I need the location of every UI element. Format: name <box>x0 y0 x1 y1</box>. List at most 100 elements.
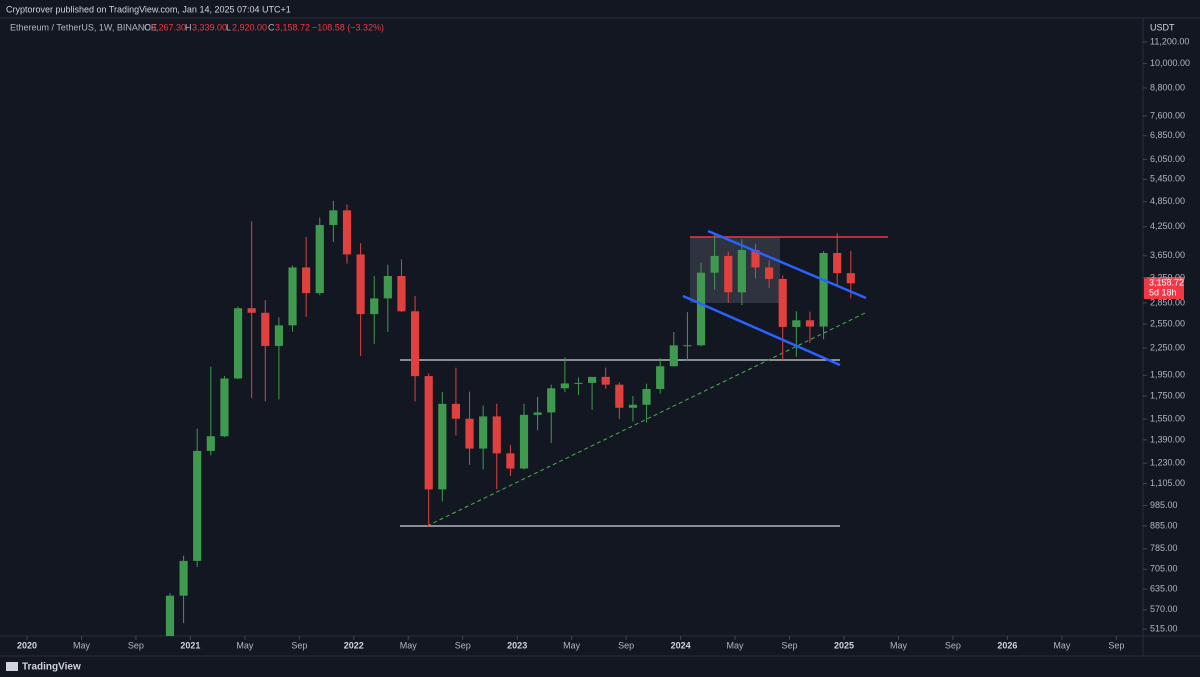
x-tick-label: 2023 <box>507 640 527 650</box>
candle-body <box>737 250 746 293</box>
candle-body <box>778 278 787 327</box>
candle-body <box>329 210 338 226</box>
y-tick-label: 3,250.00 <box>1150 272 1185 282</box>
y-tick-label: 1,950.00 <box>1150 370 1185 380</box>
y-tick-label: 570.00 <box>1150 604 1178 614</box>
published-line: Cryptorover published on TradingView.com… <box>6 4 291 14</box>
x-tick-label: Sep <box>618 640 634 650</box>
y-tick-label: 785.00 <box>1150 543 1178 553</box>
high-label: H <box>185 22 192 32</box>
candle-body <box>356 254 365 315</box>
candle-body <box>288 267 297 326</box>
candle-body <box>193 450 202 561</box>
candle-body <box>274 325 283 346</box>
candle-body <box>846 273 855 284</box>
x-tick-label: Sep <box>128 640 144 650</box>
candle-body <box>819 252 828 327</box>
candle-body <box>615 384 624 408</box>
y-tick-label: 1,750.00 <box>1150 390 1185 400</box>
countdown: 5d 18h <box>1149 287 1177 297</box>
candle-body <box>410 311 420 377</box>
x-tick-label: May <box>727 640 745 650</box>
candle-body <box>601 376 610 385</box>
candle-body <box>206 436 215 451</box>
y-tick-label: 4,250.00 <box>1150 221 1185 231</box>
candle-body <box>628 404 638 408</box>
candle-body <box>220 378 229 437</box>
candle-body <box>683 345 692 347</box>
x-tick-label: 2020 <box>17 640 37 650</box>
x-tick-label: May <box>563 640 581 650</box>
candle-body <box>261 312 270 346</box>
candle-body <box>805 320 815 327</box>
x-tick-label: May <box>73 640 91 650</box>
y-tick-label: 6,850.00 <box>1150 130 1185 140</box>
x-tick-label: 2021 <box>180 640 200 650</box>
last-price: 3,158.72 <box>1149 277 1184 287</box>
high-value: 3,339.00 <box>192 22 227 32</box>
candle-body <box>710 255 719 273</box>
x-tick-label: May <box>400 640 418 650</box>
y-tick-label: 3,650.00 <box>1150 250 1185 260</box>
candle-body <box>833 252 842 274</box>
x-tick-label: 2025 <box>834 640 854 650</box>
candles <box>165 200 855 636</box>
change-value: −108.58 (−3.32%) <box>312 22 384 32</box>
candle-body <box>479 416 488 449</box>
candle-body <box>696 272 706 346</box>
candle-body <box>642 389 651 405</box>
candle-body <box>492 416 501 454</box>
x-tick-label: May <box>1053 640 1071 650</box>
close-label: C <box>268 22 275 32</box>
y-tick-label: 705.00 <box>1150 564 1178 574</box>
candle-body <box>438 403 447 490</box>
x-tick-label: May <box>236 640 254 650</box>
y-tick-label: 515.00 <box>1150 624 1178 634</box>
y-tick-label: 635.00 <box>1150 584 1178 594</box>
candle-body <box>656 366 665 390</box>
candle-body <box>315 225 324 294</box>
y-tick-label: 11,200.00 <box>1150 36 1189 46</box>
x-tick-label: May <box>890 640 908 650</box>
candle-body <box>669 345 678 367</box>
y-tick-label: 1,550.00 <box>1150 413 1185 423</box>
candle-body <box>560 383 569 389</box>
low-label: L <box>226 22 231 32</box>
candle-body <box>547 388 556 413</box>
x-tick-label: Sep <box>1108 640 1124 650</box>
candle-body <box>533 412 542 415</box>
candle-body <box>397 275 406 312</box>
y-tick-label: 7,600.00 <box>1150 110 1185 120</box>
candle-body <box>342 210 352 255</box>
channel-upper <box>707 229 867 300</box>
x-tick-label: Sep <box>945 640 961 650</box>
candle-body <box>302 267 311 294</box>
low-value: 2,920.00 <box>232 22 267 32</box>
candle-body <box>506 453 515 469</box>
y-tick-label: 8,800.00 <box>1150 82 1185 92</box>
x-tick-label: 2022 <box>344 640 364 650</box>
y-tick-label: 6,050.00 <box>1150 154 1185 164</box>
candle-body <box>765 267 774 279</box>
candle-body <box>165 595 175 636</box>
y-tick-label: 2,250.00 <box>1150 342 1185 352</box>
y-tick-label: 985.00 <box>1150 500 1178 510</box>
open-value: 3,267.30 <box>151 22 186 32</box>
x-tick-label: Sep <box>782 640 798 650</box>
channel-lower <box>682 294 841 367</box>
candle-body <box>574 382 583 384</box>
y-tick-label: 4,850.00 <box>1150 196 1185 206</box>
candle-body <box>451 403 461 419</box>
y-tick-label: 885.00 <box>1150 520 1178 530</box>
candle-body <box>588 376 597 383</box>
candle-body <box>247 308 256 313</box>
y-tick-label: 1,390.00 <box>1150 434 1185 444</box>
y-tick-label: 2,550.00 <box>1150 319 1185 329</box>
x-tick-label: Sep <box>291 640 307 650</box>
candle-body <box>179 560 188 596</box>
y-tick-label: 5,450.00 <box>1150 174 1185 184</box>
x-tick-label: 2024 <box>671 640 691 650</box>
last-price-label: 3,158.72 5d 18h <box>1144 277 1184 299</box>
candle-body <box>233 308 243 379</box>
